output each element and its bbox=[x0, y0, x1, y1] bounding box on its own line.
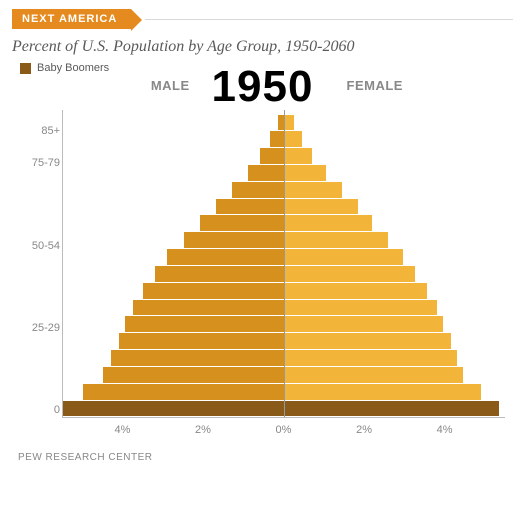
female-bar bbox=[284, 199, 358, 215]
y-tick-label: 75-79 bbox=[32, 157, 60, 169]
female-bar bbox=[284, 131, 302, 147]
male-bar bbox=[216, 199, 284, 215]
y-tick-label: 50-54 bbox=[32, 240, 60, 252]
female-bar bbox=[284, 367, 463, 383]
female-bar bbox=[284, 148, 312, 164]
female-bar bbox=[284, 232, 388, 248]
x-tick-label: 0% bbox=[276, 424, 292, 436]
male-bar bbox=[63, 401, 284, 417]
male-bar bbox=[111, 350, 284, 366]
female-bar bbox=[284, 115, 294, 131]
pyramid-chart: MALE FEMALE 1950 85+75-7950-5425-290 4%2… bbox=[18, 76, 507, 446]
male-bar bbox=[103, 367, 284, 383]
male-bar bbox=[184, 232, 284, 248]
x-tick-label: 4% bbox=[437, 424, 453, 436]
year-display: 1950 bbox=[18, 62, 507, 112]
plot-area bbox=[62, 110, 505, 418]
female-bar bbox=[284, 165, 326, 181]
female-bar bbox=[284, 333, 451, 349]
x-tick-label: 4% bbox=[114, 424, 130, 436]
y-tick-label: 0 bbox=[54, 404, 60, 416]
female-bar bbox=[284, 249, 403, 265]
female-bar bbox=[284, 401, 499, 417]
male-bar bbox=[143, 283, 284, 299]
female-bar bbox=[284, 350, 457, 366]
female-bar bbox=[284, 300, 437, 316]
male-bar bbox=[248, 165, 284, 181]
female-bar bbox=[284, 215, 372, 231]
female-bar bbox=[284, 316, 443, 332]
x-tick-label: 2% bbox=[195, 424, 211, 436]
female-bar bbox=[284, 283, 427, 299]
source-footer: PEW RESEARCH CENTER bbox=[18, 452, 525, 463]
center-axis bbox=[284, 110, 285, 417]
male-bar bbox=[119, 333, 284, 349]
male-bar bbox=[200, 215, 284, 231]
male-bar bbox=[167, 249, 284, 265]
male-bar bbox=[232, 182, 284, 198]
male-bar bbox=[155, 266, 284, 282]
x-tick-label: 2% bbox=[356, 424, 372, 436]
y-axis-labels: 85+ 75-79 50-54 25-29 0 bbox=[26, 110, 60, 418]
x-axis-labels: 4% 2% 0% 2% 4% bbox=[62, 424, 505, 438]
male-bar bbox=[260, 148, 284, 164]
male-bar bbox=[133, 300, 284, 316]
female-bar bbox=[284, 182, 342, 198]
header-divider bbox=[145, 19, 513, 20]
chart-subtitle: Percent of U.S. Population by Age Group,… bbox=[12, 38, 513, 56]
male-bar bbox=[125, 316, 284, 332]
y-tick-label: 85+ bbox=[41, 125, 60, 137]
y-tick-label: 25-29 bbox=[32, 322, 60, 334]
male-bar bbox=[270, 131, 284, 147]
male-bar bbox=[83, 384, 284, 400]
female-bar bbox=[284, 266, 415, 282]
header-tab: NEXT AMERICA bbox=[12, 9, 131, 29]
female-bar bbox=[284, 384, 481, 400]
